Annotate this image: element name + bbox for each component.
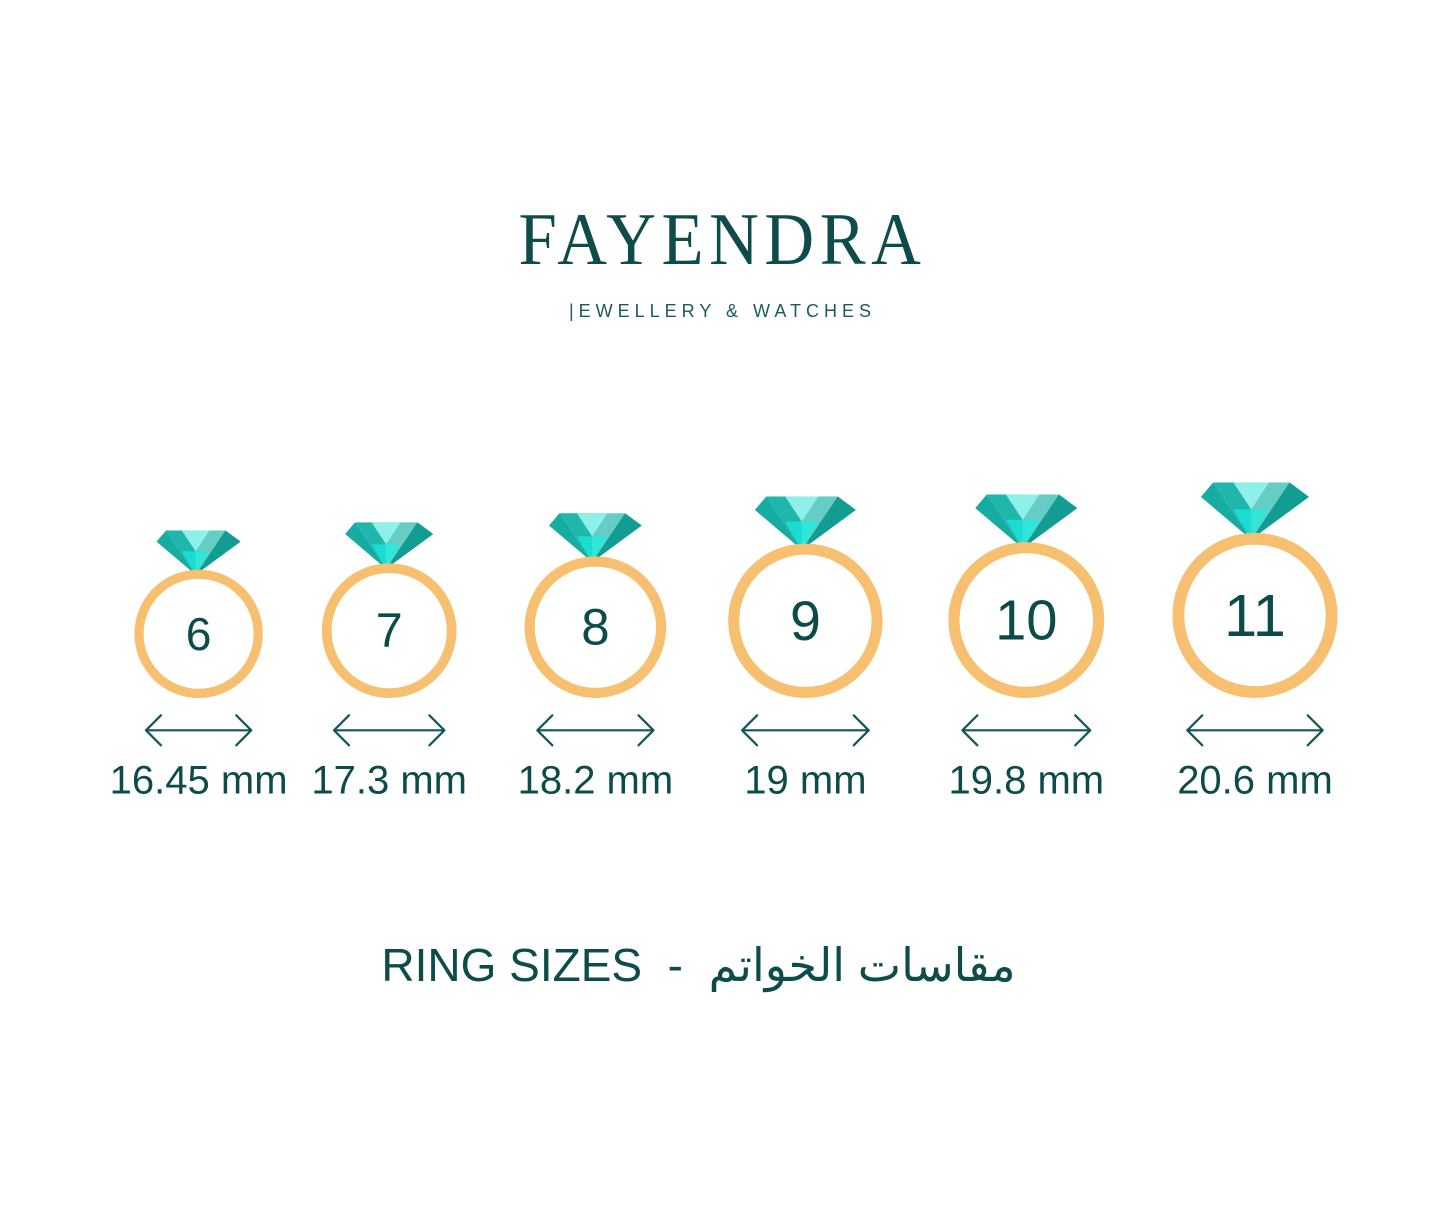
svg-text:19 mm: 19 mm xyxy=(744,758,866,802)
svg-text:10: 10 xyxy=(995,589,1057,652)
svg-text:16.45 mm: 16.45 mm xyxy=(110,758,288,802)
svg-text:11: 11 xyxy=(1224,582,1286,649)
svg-text:7: 7 xyxy=(376,604,403,658)
svg-text:17.3 mm: 17.3 mm xyxy=(311,758,467,802)
svg-text:18.2 mm: 18.2 mm xyxy=(518,758,674,802)
svg-text:6: 6 xyxy=(186,608,212,660)
svg-text:8: 8 xyxy=(581,599,609,656)
svg-text:20.6 mm: 20.6 mm xyxy=(1177,758,1333,802)
svg-text:19.8 mm: 19.8 mm xyxy=(948,758,1104,802)
svg-text:9: 9 xyxy=(790,590,821,652)
